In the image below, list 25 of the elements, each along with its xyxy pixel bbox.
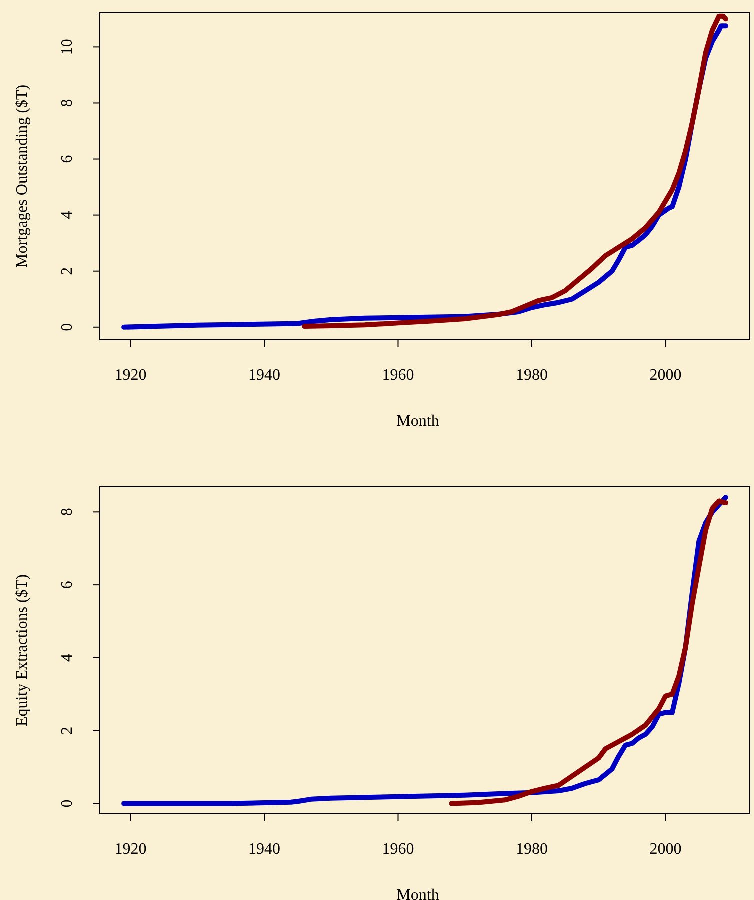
x-tick-label: 1960 xyxy=(382,841,414,858)
x-tick-label: 1960 xyxy=(382,367,414,384)
x-tick-label: 1940 xyxy=(248,367,281,384)
y-tick-label: 4 xyxy=(59,211,76,220)
y-tick-label: 6 xyxy=(59,155,76,164)
y-axis-title: Mortgages Outstanding ($T) xyxy=(14,84,31,268)
y-tick-label: 2 xyxy=(59,267,76,276)
y-tick-label: 8 xyxy=(59,508,76,516)
x-tick-label: 2000 xyxy=(650,841,682,858)
x-tick-label: 1940 xyxy=(248,841,281,858)
x-tick-label: 2000 xyxy=(650,367,682,384)
x-axis-title: Month xyxy=(396,887,440,900)
y-tick-label: 10 xyxy=(59,39,76,56)
y-tick-label: 2 xyxy=(59,726,76,735)
x-tick-label: 1920 xyxy=(114,841,147,858)
y-axis-title: Equity Extractions ($T) xyxy=(14,574,31,726)
y-tick-label: 6 xyxy=(59,581,76,590)
y-tick-label: 0 xyxy=(59,323,76,332)
x-tick-label: 1920 xyxy=(114,367,147,384)
x-tick-label: 1980 xyxy=(516,841,548,858)
x-tick-label: 1980 xyxy=(516,367,548,384)
y-tick-label: 0 xyxy=(59,800,76,808)
y-tick-label: 8 xyxy=(59,99,76,108)
y-tick-label: 4 xyxy=(59,654,76,662)
x-axis-title: Month xyxy=(396,413,440,430)
